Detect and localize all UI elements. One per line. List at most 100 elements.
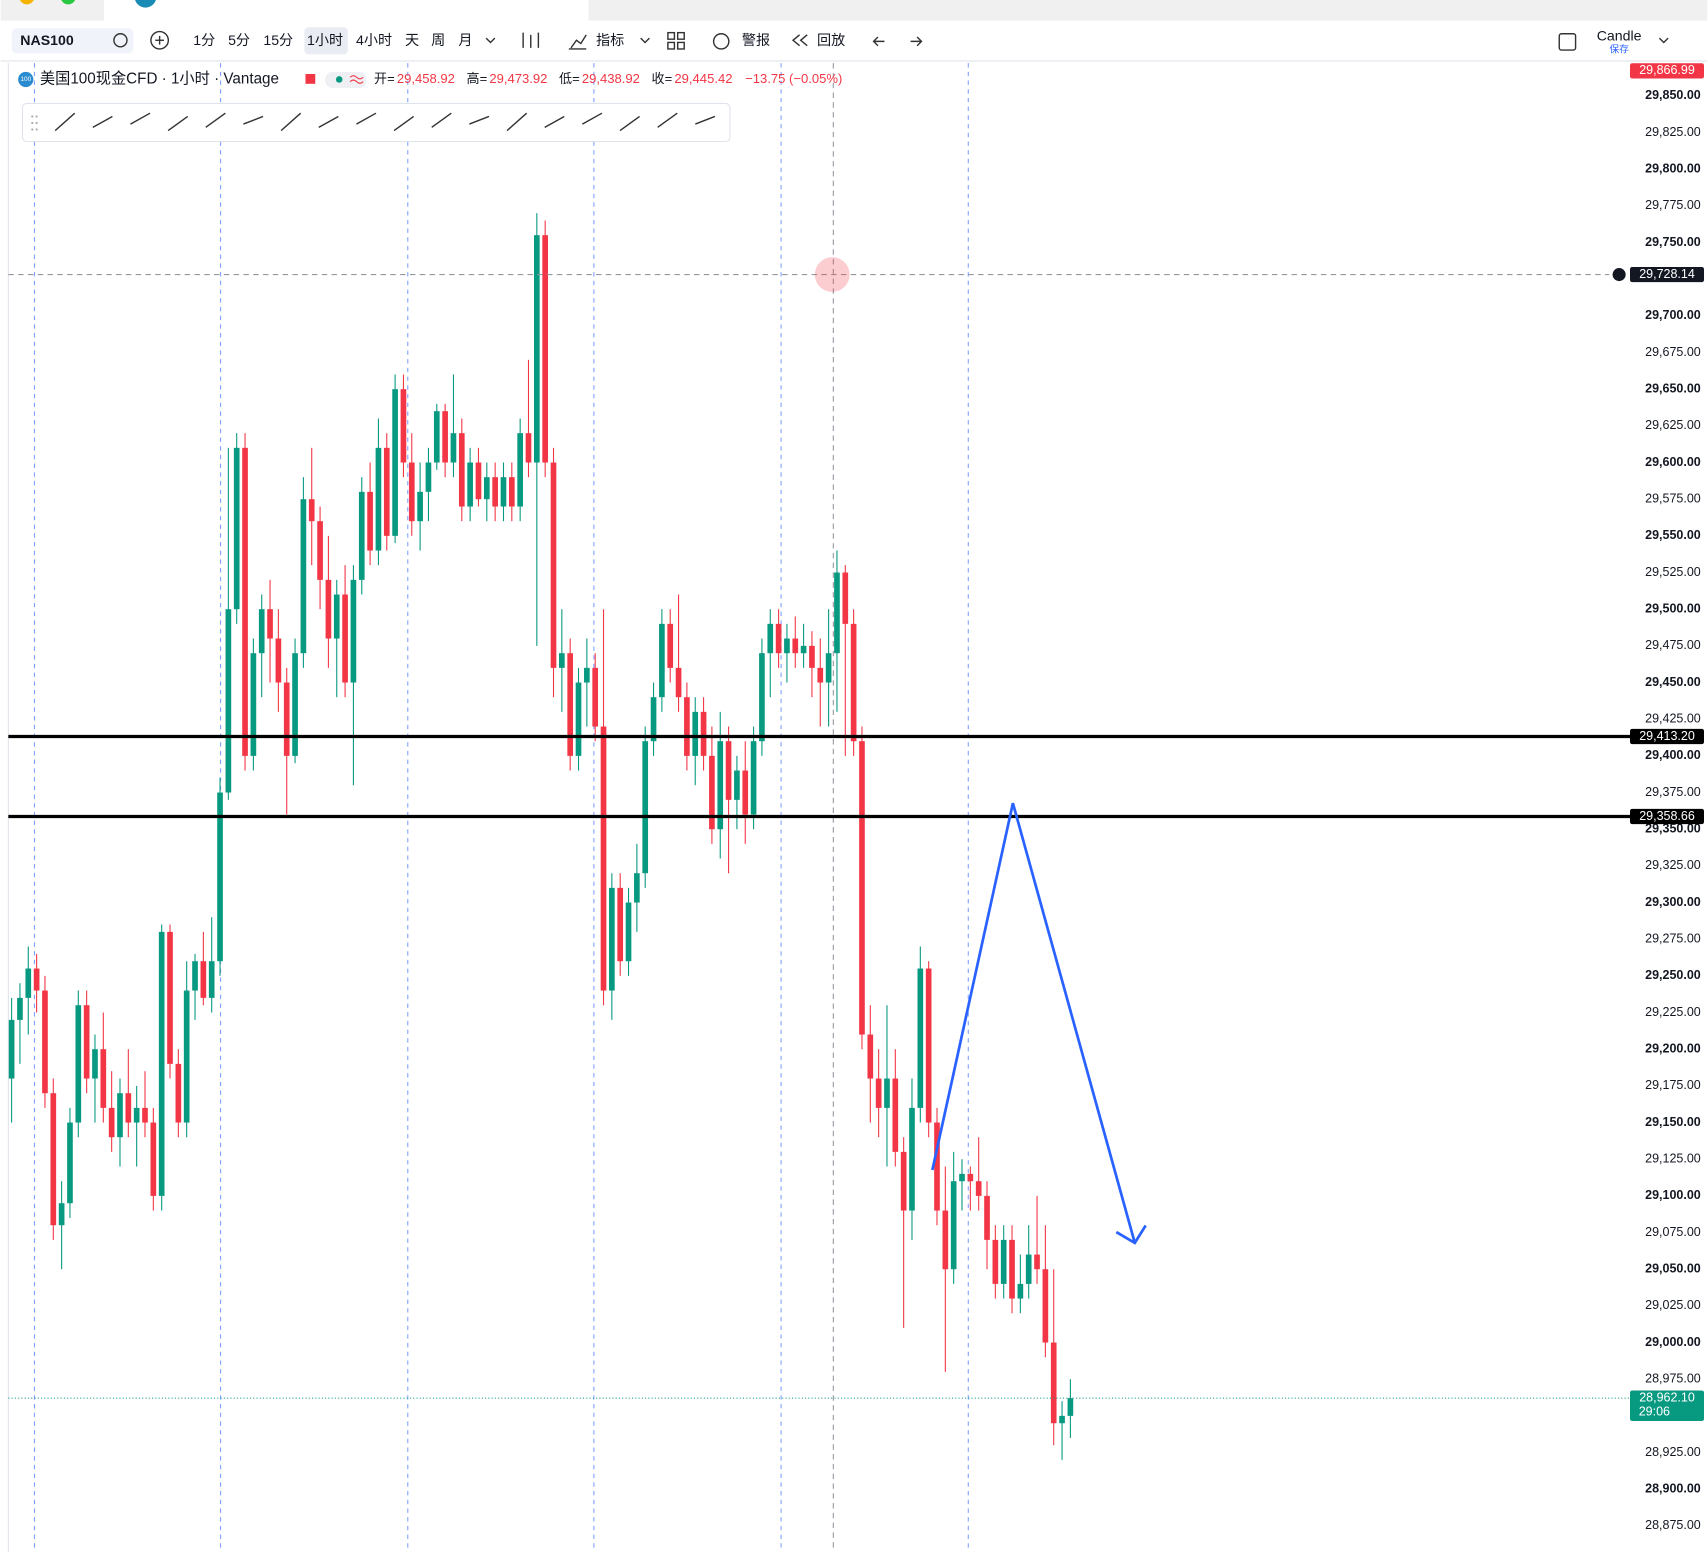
drawing-tool[interactable] [544, 115, 565, 128]
redo[interactable] [910, 36, 923, 47]
flag[interactable] [305, 74, 316, 84]
candle-body [308, 499, 315, 522]
candle-body [717, 741, 724, 830]
candle-body [659, 623, 665, 698]
y-tick-label: 29,025.00 [1645, 1298, 1701, 1312]
indicators[interactable]: 指标 [596, 32, 624, 48]
candle-body [392, 389, 398, 536]
candle-body [333, 594, 340, 639]
y-tick-label: 29,775.00 [1645, 198, 1701, 212]
candle-body [542, 235, 548, 463]
drawing-tool[interactable] [506, 112, 528, 132]
candle-body [117, 1093, 123, 1138]
replay-icon[interactable] [791, 34, 808, 47]
candle-body [900, 1151, 907, 1211]
symbol-icon[interactable] [113, 33, 128, 48]
candle-body [150, 1122, 157, 1196]
y-tick-label: 29,075.00 [1645, 1225, 1701, 1239]
candle-body [767, 623, 774, 654]
drawing-tool[interactable] [619, 115, 641, 132]
candle-body [50, 1093, 57, 1226]
candle-body [967, 1173, 974, 1182]
window-dot[interactable] [61, 0, 76, 5]
save[interactable]: 保存 [1609, 43, 1629, 56]
interval[interactable]: 4小时 [356, 32, 392, 48]
drawing-tool[interactable] [356, 112, 377, 125]
drawing-tool[interactable] [92, 115, 113, 128]
alerts[interactable]: 警报 [742, 32, 770, 48]
crosshair-add[interactable] [1612, 268, 1626, 282]
candle-body [684, 697, 690, 756]
undo[interactable] [872, 36, 885, 47]
y-tick-label: 29,300.00 [1645, 895, 1701, 909]
drawing-tool[interactable] [130, 112, 151, 125]
dropdown[interactable] [640, 37, 650, 44]
drawing-tool[interactable] [393, 115, 415, 132]
dropdown[interactable] [1658, 37, 1669, 44]
candle-body [742, 770, 749, 815]
layout-icon [676, 31, 685, 40]
add-symbol[interactable] [150, 30, 170, 50]
drawing-tool[interactable] [280, 112, 302, 132]
y-tick-label: 29,650.00 [1645, 381, 1701, 395]
chart-type-icon[interactable] [522, 32, 540, 48]
indicator-icon[interactable] [568, 34, 587, 50]
candle-body [42, 990, 48, 1094]
checkbox[interactable] [1558, 33, 1577, 51]
candle-body [625, 902, 632, 962]
interval[interactable]: 月 [458, 32, 472, 48]
active-tab[interactable] [104, 0, 589, 21]
replay[interactable]: 回放 [817, 32, 845, 48]
drawing-tool[interactable] [431, 112, 452, 128]
layout-icon[interactable] [667, 31, 676, 40]
y-tick-label: 29,275.00 [1645, 931, 1701, 945]
status-wave [349, 75, 364, 84]
drawing-tool[interactable] [695, 115, 716, 125]
y-tick-label: 29,000.00 [1645, 1335, 1701, 1349]
drawing-tool[interactable] [657, 112, 678, 128]
price-tag-label: 29,358.66 [1639, 809, 1695, 823]
candle-body [584, 667, 590, 683]
candle-body [925, 968, 932, 1123]
drawing-tool[interactable] [469, 115, 490, 125]
candle-body [508, 477, 515, 507]
chart-style[interactable]: Candle [1597, 28, 1642, 44]
candle-body [650, 697, 657, 742]
symbol-box[interactable] [11, 28, 134, 54]
drawing-tools [31, 112, 716, 132]
interval[interactable]: 天 [405, 32, 419, 48]
candle-body [1059, 1415, 1065, 1424]
interval[interactable]: 周 [431, 32, 445, 48]
candle-body [25, 968, 32, 998]
alert-icon[interactable] [712, 33, 730, 50]
interval[interactable]: 1分 [193, 32, 215, 48]
symbol[interactable]: NAS100 [20, 32, 74, 48]
interval[interactable]: 5分 [228, 32, 250, 48]
candle-body [408, 462, 415, 522]
dropdown[interactable] [485, 37, 496, 44]
y-tick-label: 29,100.00 [1645, 1188, 1701, 1202]
candle-body [792, 638, 799, 654]
window-dot[interactable] [19, 0, 34, 5]
ohlc-label: 开= [374, 71, 395, 86]
interval[interactable]: 15分 [263, 32, 293, 48]
candle-body [734, 770, 740, 800]
candle-body [692, 711, 699, 756]
candle-body [467, 462, 473, 507]
candle-body [917, 968, 924, 1108]
candle-body [492, 477, 498, 507]
candle-body [142, 1107, 148, 1123]
drawing-tool[interactable] [243, 115, 264, 125]
drawing-tool[interactable] [582, 112, 603, 125]
drawing-tool[interactable] [205, 112, 226, 128]
candle-body [58, 1203, 65, 1226]
y-tick-label: 29,450.00 [1645, 675, 1701, 689]
candle-body [875, 1078, 882, 1108]
user-arrow[interactable] [931, 802, 1147, 1245]
candle-body [33, 968, 40, 991]
candle-body [183, 990, 190, 1123]
drawing-tool[interactable] [318, 115, 339, 128]
interval[interactable]: 1小时 [307, 32, 343, 48]
drawing-tool[interactable] [167, 115, 189, 132]
drawing-tool[interactable] [54, 112, 76, 132]
